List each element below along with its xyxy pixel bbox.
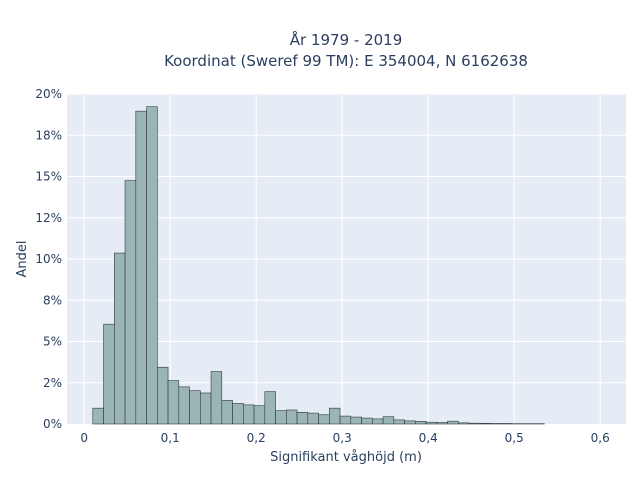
histogram-bar xyxy=(104,324,115,424)
histogram-bar xyxy=(480,423,491,424)
histogram-bar xyxy=(125,181,136,424)
histogram-bar xyxy=(469,423,480,424)
histogram-bar xyxy=(200,393,211,424)
x-tick-label: 0,1 xyxy=(161,431,180,445)
histogram-bar xyxy=(405,421,416,424)
histogram-bar xyxy=(297,412,308,424)
x-axis-ticks: 0 0,1 0,2 0,3 0,4 0,5 0,6 xyxy=(80,431,609,445)
chart-title-line1: År 1979 - 2019 xyxy=(290,30,403,49)
histogram-bar xyxy=(340,416,351,424)
y-tick-label: 5% xyxy=(43,335,62,349)
histogram-bar xyxy=(319,415,330,424)
x-tick-label: 0,4 xyxy=(419,431,438,445)
histogram-bar xyxy=(265,392,276,424)
histogram-bar xyxy=(179,387,190,424)
histogram-bar xyxy=(147,107,158,424)
histogram-bar xyxy=(136,111,147,424)
histogram-bar xyxy=(243,405,254,424)
histogram-bar xyxy=(362,418,373,424)
histogram-bar xyxy=(114,253,125,424)
histogram-bar xyxy=(157,367,168,424)
y-axis-title: Andel xyxy=(15,241,30,278)
y-axis-ticks: 0% 2% 5% 8% 10% 12% 15% 18% 20% xyxy=(35,87,62,431)
histogram-bar xyxy=(211,372,222,424)
x-tick-label: 0,3 xyxy=(333,431,352,445)
histogram-bar xyxy=(383,417,394,424)
histogram-bar xyxy=(254,406,265,424)
histogram-bar xyxy=(276,411,287,424)
histogram-bar xyxy=(448,421,459,424)
chart-title-line2: Koordinat (Sweref 99 TM): E 354004, N 61… xyxy=(164,52,528,70)
histogram-bar xyxy=(190,391,201,424)
y-tick-label: 0% xyxy=(43,417,62,431)
histogram-bar xyxy=(93,408,104,424)
histogram-bar xyxy=(222,400,233,424)
histogram-bar xyxy=(308,413,319,424)
histogram-bar xyxy=(458,423,469,424)
histogram-bar xyxy=(426,422,437,424)
y-tick-label: 15% xyxy=(35,170,62,184)
y-tick-label: 12% xyxy=(35,211,62,225)
y-tick-label: 20% xyxy=(35,87,62,101)
x-tick-label: 0,2 xyxy=(247,431,266,445)
histogram-bar xyxy=(372,419,383,424)
x-tick-label: 0,6 xyxy=(591,431,610,445)
histogram-bar xyxy=(394,420,405,424)
y-tick-label: 10% xyxy=(35,252,62,266)
y-tick-label: 18% xyxy=(35,128,62,142)
histogram-bar xyxy=(329,408,340,424)
histogram-bar xyxy=(415,421,426,424)
x-tick-label: 0,5 xyxy=(505,431,524,445)
histogram-bar xyxy=(351,417,362,424)
y-tick-label: 2% xyxy=(43,376,62,390)
x-tick-label: 0 xyxy=(80,431,88,445)
histogram-bar xyxy=(168,381,179,424)
histogram-bar xyxy=(233,403,244,424)
histogram-bar xyxy=(437,423,448,424)
x-axis-title: Signifikant våghöjd (m) xyxy=(270,450,422,465)
y-tick-label: 8% xyxy=(43,293,62,307)
histogram-bar xyxy=(286,410,297,424)
